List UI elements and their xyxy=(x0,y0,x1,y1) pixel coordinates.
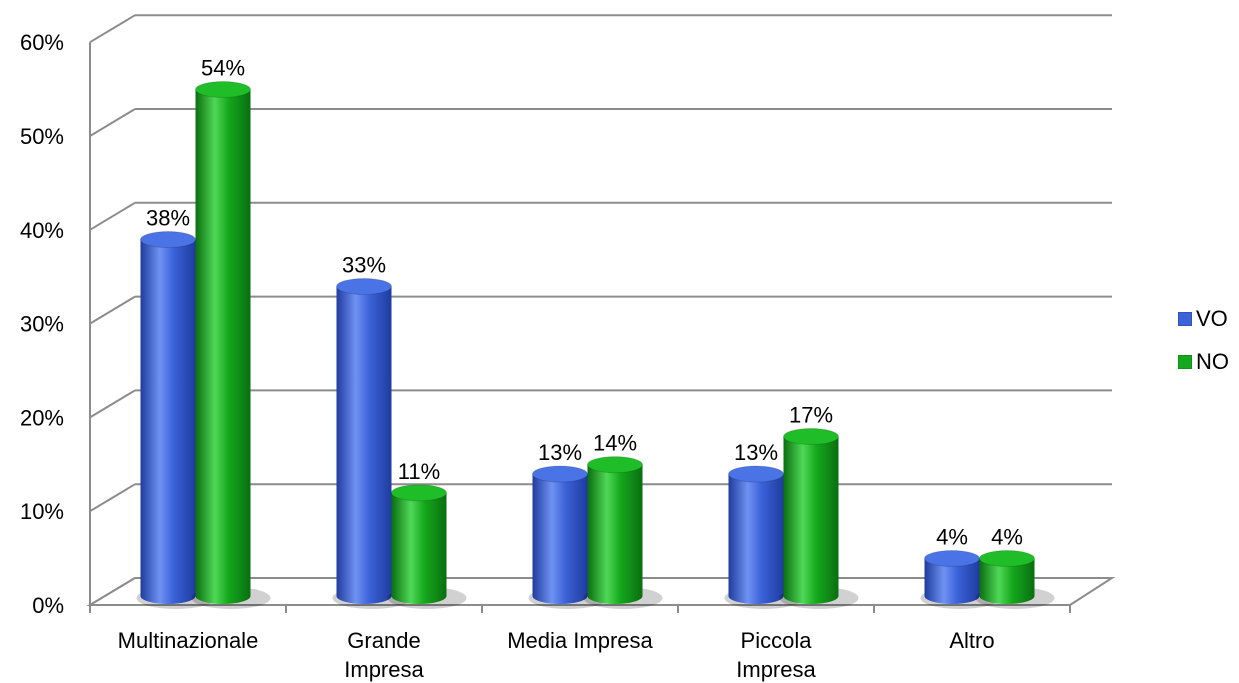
gridline-side xyxy=(89,483,136,513)
bar-top-vo xyxy=(336,277,392,295)
y-tick-label: 40% xyxy=(20,218,64,243)
data-label: 11% xyxy=(398,459,440,484)
bar-vo xyxy=(336,286,392,604)
bar-no xyxy=(195,89,251,605)
data-label: 4% xyxy=(936,524,968,549)
legend-item-vo: VO xyxy=(1178,305,1229,333)
x-tick-label: Multinazionale xyxy=(118,628,259,653)
bar-top-vo xyxy=(140,231,196,249)
x-tick-label: Altro xyxy=(949,628,994,653)
bar-no xyxy=(587,464,643,604)
data-label: 38% xyxy=(146,206,190,231)
x-tick-label: Piccola xyxy=(741,628,813,653)
x-tick-label: Impresa xyxy=(736,657,816,682)
data-label: 13% xyxy=(734,440,778,465)
bar-top-vo xyxy=(924,549,980,567)
gridline-side xyxy=(89,295,136,325)
data-label: 17% xyxy=(789,403,833,428)
legend-item-no: NO xyxy=(1178,348,1229,376)
legend-label-no: NO xyxy=(1196,349,1229,374)
y-tick-label: 10% xyxy=(20,499,64,524)
y-tick-label: 50% xyxy=(20,124,64,149)
gridline-side xyxy=(89,14,136,44)
data-label: 4% xyxy=(991,524,1023,549)
gridline-side xyxy=(89,108,136,137)
data-label: 13% xyxy=(538,440,582,465)
gridline-side xyxy=(89,201,136,231)
gridline-side xyxy=(89,389,136,419)
bar-top-no xyxy=(195,80,251,98)
bar-vo xyxy=(140,239,196,604)
x-tick-label: Grande xyxy=(347,628,420,653)
y-tick-label: 60% xyxy=(20,30,64,55)
bar-vo xyxy=(924,558,980,604)
bar-vo xyxy=(532,474,588,604)
y-tick-label: 0% xyxy=(32,593,64,618)
y-tick-label: 20% xyxy=(20,405,64,430)
x-tick-label: Impresa xyxy=(344,657,424,682)
legend-swatch-no xyxy=(1178,355,1192,369)
bar-top-vo xyxy=(532,465,588,483)
bar-no xyxy=(391,492,447,604)
legend-swatch-vo xyxy=(1178,312,1192,326)
legend-label-vo: VO xyxy=(1196,306,1228,331)
y-tick-label: 30% xyxy=(20,312,64,337)
data-label: 33% xyxy=(342,252,386,277)
bar-no xyxy=(783,436,839,604)
data-label: 14% xyxy=(593,431,637,456)
legend: VO NO xyxy=(1178,305,1229,391)
bar-no xyxy=(979,558,1035,604)
bar-top-vo xyxy=(728,465,784,483)
bar-top-no xyxy=(979,549,1035,567)
data-label: 54% xyxy=(201,55,245,80)
bar-top-no xyxy=(391,484,447,502)
bar-top-no xyxy=(783,428,839,446)
x-tick-label: Media Impresa xyxy=(507,628,653,653)
bar-top-no xyxy=(587,456,643,474)
bar-vo xyxy=(728,474,784,604)
